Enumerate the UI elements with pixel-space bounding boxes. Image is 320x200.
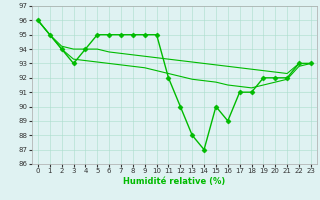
X-axis label: Humidité relative (%): Humidité relative (%) (123, 177, 226, 186)
